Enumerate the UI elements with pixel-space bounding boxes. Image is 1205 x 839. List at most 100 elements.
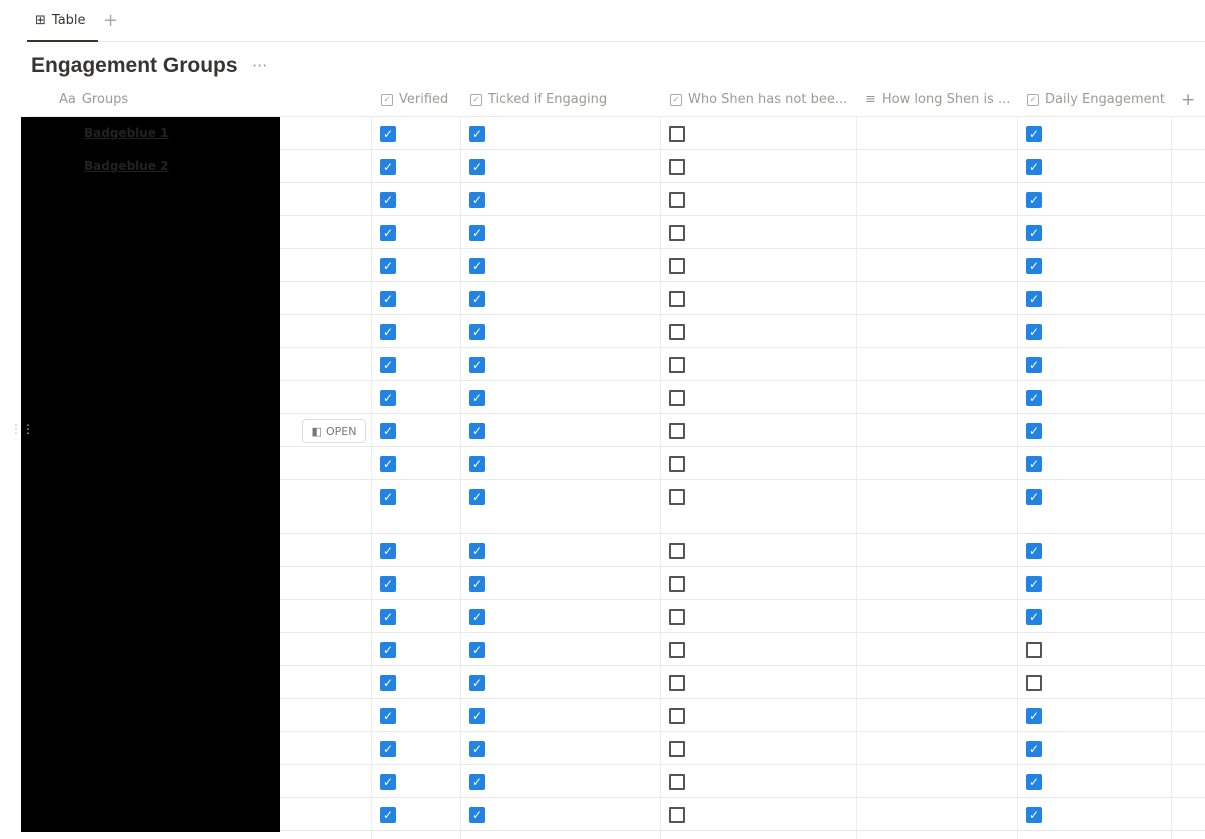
daily-checkbox[interactable]: ✓ [1026, 609, 1042, 625]
engaging-checkbox[interactable]: ✓ [469, 126, 485, 142]
verified-checkbox[interactable]: ✓ [380, 642, 396, 658]
daily-checkbox[interactable]: ✓ [1026, 423, 1042, 439]
column-header-groups[interactable]: Aa Groups [59, 83, 128, 116]
engaging-checkbox[interactable]: ✓ [469, 357, 485, 373]
verified-checkbox[interactable]: ✓ [380, 675, 396, 691]
verified-checkbox[interactable]: ✓ [380, 609, 396, 625]
verified-checkbox[interactable]: ✓ [380, 258, 396, 274]
daily-checkbox[interactable]: ✓ [1026, 456, 1042, 472]
engaging-checkbox[interactable]: ✓ [469, 774, 485, 790]
verified-checkbox[interactable]: ✓ [380, 741, 396, 757]
engaging-checkbox[interactable]: ✓ [469, 642, 485, 658]
engaging-checkbox[interactable]: ✓ [469, 456, 485, 472]
daily-checkbox[interactable]: ✓ [1026, 357, 1042, 373]
not-been-checkbox[interactable] [669, 258, 685, 274]
not-been-checkbox[interactable] [669, 489, 685, 505]
add-view-button[interactable]: + [103, 10, 119, 31]
not-been-checkbox[interactable] [669, 609, 685, 625]
verified-checkbox[interactable]: ✓ [380, 807, 396, 823]
not-been-checkbox[interactable] [669, 159, 685, 175]
verified-checkbox[interactable]: ✓ [380, 456, 396, 472]
not-been-checkbox[interactable] [669, 225, 685, 241]
daily-checkbox[interactable]: ✓ [1026, 192, 1042, 208]
verified-checkbox[interactable]: ✓ [380, 192, 396, 208]
verified-checkbox[interactable]: ✓ [380, 357, 396, 373]
engaging-checkbox[interactable]: ✓ [469, 576, 485, 592]
engaging-checkbox[interactable]: ✓ [469, 708, 485, 724]
column-header-how-long[interactable]: ≡ How long Shen is ... [865, 83, 1010, 116]
not-been-checkbox[interactable] [669, 675, 685, 691]
drag-handle-icon[interactable]: ⋮⋮ [10, 422, 34, 436]
column-header-not-been[interactable]: ✓ Who Shen has not bee... [670, 83, 847, 116]
verified-checkbox[interactable]: ✓ [380, 489, 396, 505]
not-been-checkbox[interactable] [669, 423, 685, 439]
not-been-checkbox[interactable] [669, 576, 685, 592]
engaging-checkbox[interactable]: ✓ [469, 324, 485, 340]
not-been-checkbox[interactable] [669, 456, 685, 472]
daily-checkbox[interactable]: ✓ [1026, 258, 1042, 274]
not-been-checkbox[interactable] [669, 543, 685, 559]
verified-checkbox[interactable]: ✓ [380, 225, 396, 241]
not-been-checkbox[interactable] [669, 192, 685, 208]
daily-checkbox[interactable]: ✓ [1026, 807, 1042, 823]
daily-checkbox[interactable]: ✓ [1026, 741, 1042, 757]
verified-checkbox[interactable]: ✓ [380, 708, 396, 724]
verified-checkbox[interactable]: ✓ [380, 126, 396, 142]
column-header-verified[interactable]: ✓ Verified [381, 83, 448, 116]
row-name[interactable]: Badgeblue 1 [84, 126, 169, 140]
engaging-checkbox[interactable]: ✓ [469, 489, 485, 505]
not-been-checkbox[interactable] [669, 708, 685, 724]
verified-checkbox[interactable]: ✓ [380, 774, 396, 790]
open-row-button[interactable]: ◧ OPEN [302, 419, 366, 443]
engaging-checkbox[interactable]: ✓ [469, 159, 485, 175]
daily-checkbox[interactable]: ✓ [1026, 159, 1042, 175]
daily-checkbox[interactable]: ✓ [1026, 390, 1042, 406]
daily-checkbox[interactable]: ✓ [1026, 291, 1042, 307]
verified-checkbox[interactable]: ✓ [380, 159, 396, 175]
daily-checkbox[interactable]: ✓ [1026, 126, 1042, 142]
engaging-checkbox[interactable]: ✓ [469, 807, 485, 823]
verified-checkbox[interactable]: ✓ [380, 576, 396, 592]
not-been-checkbox[interactable] [669, 642, 685, 658]
not-been-checkbox[interactable] [669, 324, 685, 340]
not-been-checkbox[interactable] [669, 126, 685, 142]
column-header-daily[interactable]: ✓ Daily Engagement [1027, 83, 1165, 116]
engaging-checkbox[interactable]: ✓ [469, 609, 485, 625]
engaging-checkbox[interactable]: ✓ [469, 390, 485, 406]
daily-checkbox[interactable]: ✓ [1026, 708, 1042, 724]
daily-checkbox[interactable]: ✓ [1026, 576, 1042, 592]
daily-checkbox[interactable]: ✓ [1026, 774, 1042, 790]
column-header-engaging[interactable]: ✓ Ticked if Engaging [470, 83, 607, 116]
add-column-button[interactable]: + [1181, 89, 1196, 110]
row-name[interactable]: Badgeblue 2 [84, 159, 169, 173]
verified-checkbox[interactable]: ✓ [380, 291, 396, 307]
verified-checkbox[interactable]: ✓ [380, 423, 396, 439]
column-label: Who Shen has not bee... [688, 92, 848, 107]
daily-checkbox[interactable] [1026, 675, 1042, 691]
not-been-checkbox[interactable] [669, 291, 685, 307]
engaging-checkbox[interactable]: ✓ [469, 258, 485, 274]
not-been-checkbox[interactable] [669, 807, 685, 823]
engaging-checkbox[interactable]: ✓ [469, 225, 485, 241]
verified-checkbox[interactable]: ✓ [380, 543, 396, 559]
column-divider [660, 117, 661, 839]
engaging-checkbox[interactable]: ✓ [469, 291, 485, 307]
engaging-checkbox[interactable]: ✓ [469, 543, 485, 559]
verified-checkbox[interactable]: ✓ [380, 324, 396, 340]
not-been-checkbox[interactable] [669, 774, 685, 790]
not-been-checkbox[interactable] [669, 357, 685, 373]
verified-checkbox[interactable]: ✓ [380, 390, 396, 406]
engaging-checkbox[interactable]: ✓ [469, 423, 485, 439]
daily-checkbox[interactable]: ✓ [1026, 543, 1042, 559]
engaging-checkbox[interactable]: ✓ [469, 675, 485, 691]
not-been-checkbox[interactable] [669, 741, 685, 757]
daily-checkbox[interactable]: ✓ [1026, 225, 1042, 241]
daily-checkbox[interactable]: ✓ [1026, 324, 1042, 340]
engaging-checkbox[interactable]: ✓ [469, 192, 485, 208]
engaging-checkbox[interactable]: ✓ [469, 741, 485, 757]
more-options-button[interactable]: ··· [252, 56, 268, 75]
daily-checkbox[interactable]: ✓ [1026, 489, 1042, 505]
not-been-checkbox[interactable] [669, 390, 685, 406]
tab-table[interactable]: ⊞ Table [27, 0, 98, 42]
daily-checkbox[interactable] [1026, 642, 1042, 658]
